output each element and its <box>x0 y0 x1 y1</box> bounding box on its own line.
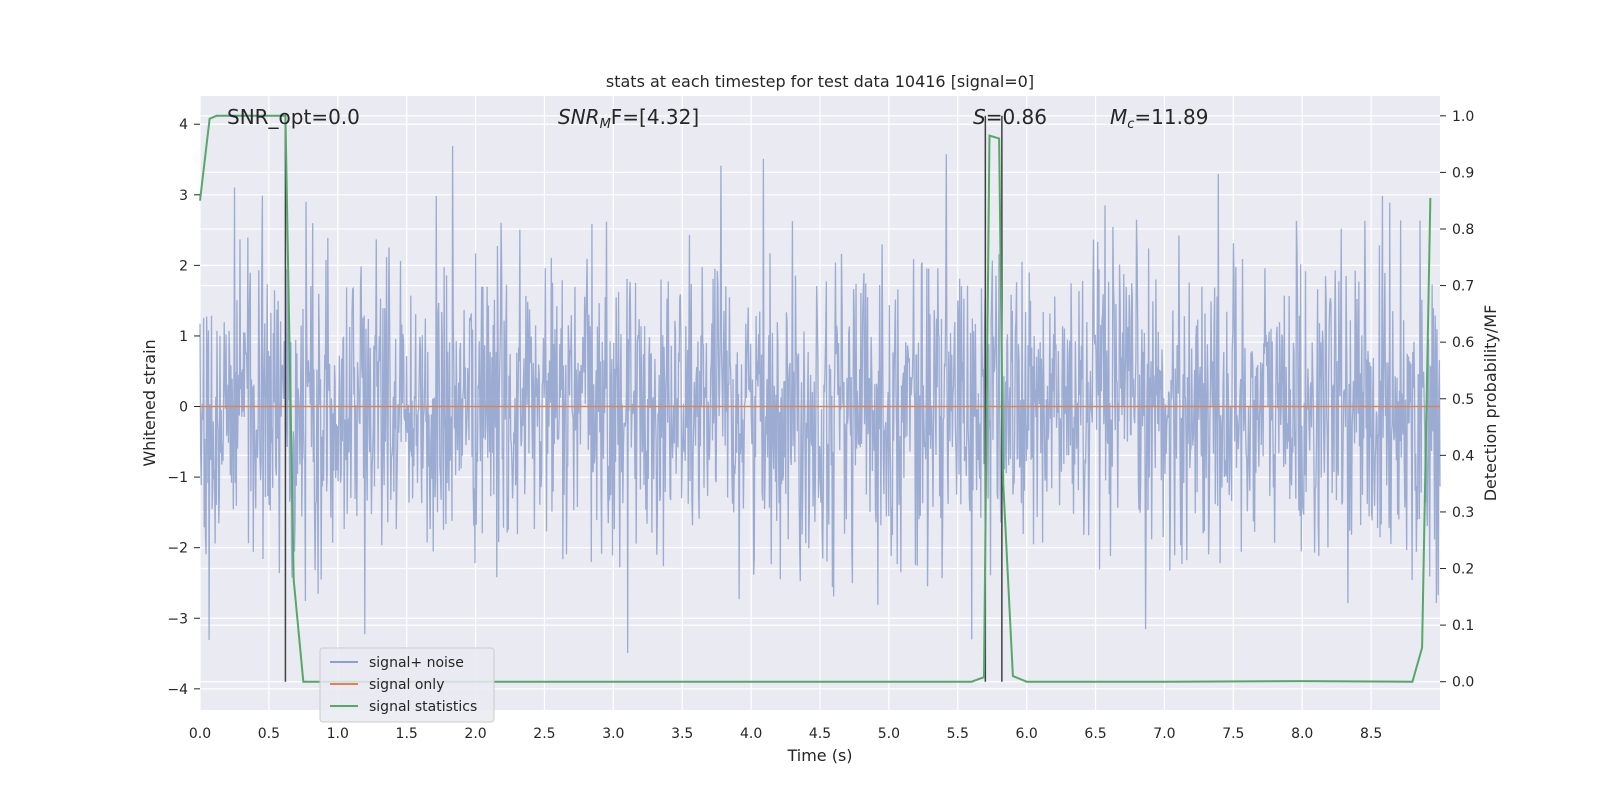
left-y-axis-label: Whitened strain <box>140 339 159 466</box>
legend-label-signal-statistics: signal statistics <box>369 699 477 715</box>
legend: signal+ noise signal only signal statist… <box>319 647 495 723</box>
annotation-mc-label: M <box>1110 105 1127 129</box>
right-y-tick-label: 0.5 <box>1452 392 1474 408</box>
left-y-tick-label: 4 <box>179 117 188 133</box>
right-y-tick-label: 0.8 <box>1452 222 1474 238</box>
left-y-tick-label: 1 <box>179 329 188 345</box>
annotation-s-value: =0.86 <box>986 105 1047 129</box>
right-y-tick-label: 0.6 <box>1452 335 1474 351</box>
x-tick-label: 5.0 <box>878 726 900 742</box>
left-y-tick-label: −3 <box>167 611 188 627</box>
x-tick-label: 4.0 <box>740 726 762 742</box>
chart-title: stats at each timestep for test data 104… <box>606 72 1034 91</box>
right-y-tick-label: 0.7 <box>1452 279 1474 295</box>
x-tick-label: 7.5 <box>1222 726 1244 742</box>
right-y-tick-label: 0.2 <box>1452 562 1474 578</box>
x-tick-label: 5.5 <box>947 726 969 742</box>
left-y-tick-label: 0 <box>179 400 188 416</box>
annotation-snr-mf-rest: F=[4.32] <box>611 105 699 129</box>
left-y-axis-ticks: 4 3 2 1 0 −1 −2 −3 −4 <box>167 117 200 698</box>
right-y-tick-label: 0.1 <box>1452 618 1474 634</box>
x-tick-label: 0.0 <box>189 726 211 742</box>
x-tick-label: 1.0 <box>327 726 349 742</box>
left-y-tick-label: 3 <box>179 188 188 204</box>
left-y-tick-label: −2 <box>167 541 188 557</box>
signal-statistics-line <box>199 114 1432 683</box>
x-axis-label: Time (s) <box>786 746 852 765</box>
x-tick-label: 1.5 <box>396 726 418 742</box>
right-y-tick-label: 0.3 <box>1452 505 1474 521</box>
right-y-tick-label: 0.0 <box>1452 675 1474 691</box>
right-y-axis-ticks: 1.0 0.9 0.8 0.7 0.6 0.5 0.4 0.3 0.2 0.1 0.0 <box>1440 109 1474 691</box>
x-tick-label: 0.5 <box>258 726 280 742</box>
annotation-s-label: S <box>973 105 986 129</box>
x-tick-label: 2.0 <box>464 726 486 742</box>
x-tick-label: 4.5 <box>809 726 831 742</box>
x-tick-label: 8.5 <box>1360 726 1382 742</box>
x-axis-ticks: 0.0 0.5 1.0 1.5 2.0 2.5 3.0 3.5 4.0 4.5 5.0 5.5 6.0 6… <box>189 726 1382 742</box>
x-tick-label: 6.5 <box>1084 726 1106 742</box>
x-tick-label: 3.5 <box>671 726 693 742</box>
x-tick-label: 3.0 <box>602 726 624 742</box>
left-y-tick-label: 2 <box>179 258 188 274</box>
x-tick-label: 2.5 <box>533 726 555 742</box>
annotation-snr-mf: SNRMF=[4.32] <box>558 105 699 132</box>
left-y-tick-label: −4 <box>167 682 188 698</box>
legend-label-signal-only: signal only <box>369 677 444 693</box>
annotation-mc: Mc=11.89 <box>1110 105 1208 132</box>
x-tick-label: 7.0 <box>1153 726 1175 742</box>
annotation-s: S=0.86 <box>973 105 1047 129</box>
series-signal-noise <box>199 145 1441 654</box>
right-y-tick-label: 0.9 <box>1452 165 1474 181</box>
right-y-tick-label: 0.4 <box>1452 448 1474 464</box>
legend-box <box>319 647 495 723</box>
right-y-tick-label: 1.0 <box>1452 109 1474 125</box>
series-signal-statistics <box>199 114 1432 683</box>
x-tick-label: 6.0 <box>1016 726 1038 742</box>
annotation-mc-value: =11.89 <box>1134 105 1208 129</box>
annotation-snr-mf-sub: M <box>600 117 611 132</box>
x-tick-label: 8.0 <box>1291 726 1313 742</box>
annotation-mc-sub: c <box>1127 117 1134 132</box>
signal-noise-line <box>199 145 1441 654</box>
legend-label-signal-noise: signal+ noise <box>369 655 464 671</box>
left-y-tick-label: −1 <box>167 470 188 486</box>
annotation-snr-mf-base: SNR <box>558 105 600 129</box>
annotation-snr-opt: SNR_opt=0.0 <box>227 105 360 129</box>
right-y-axis-label: Detection probability/MF <box>1481 305 1500 502</box>
